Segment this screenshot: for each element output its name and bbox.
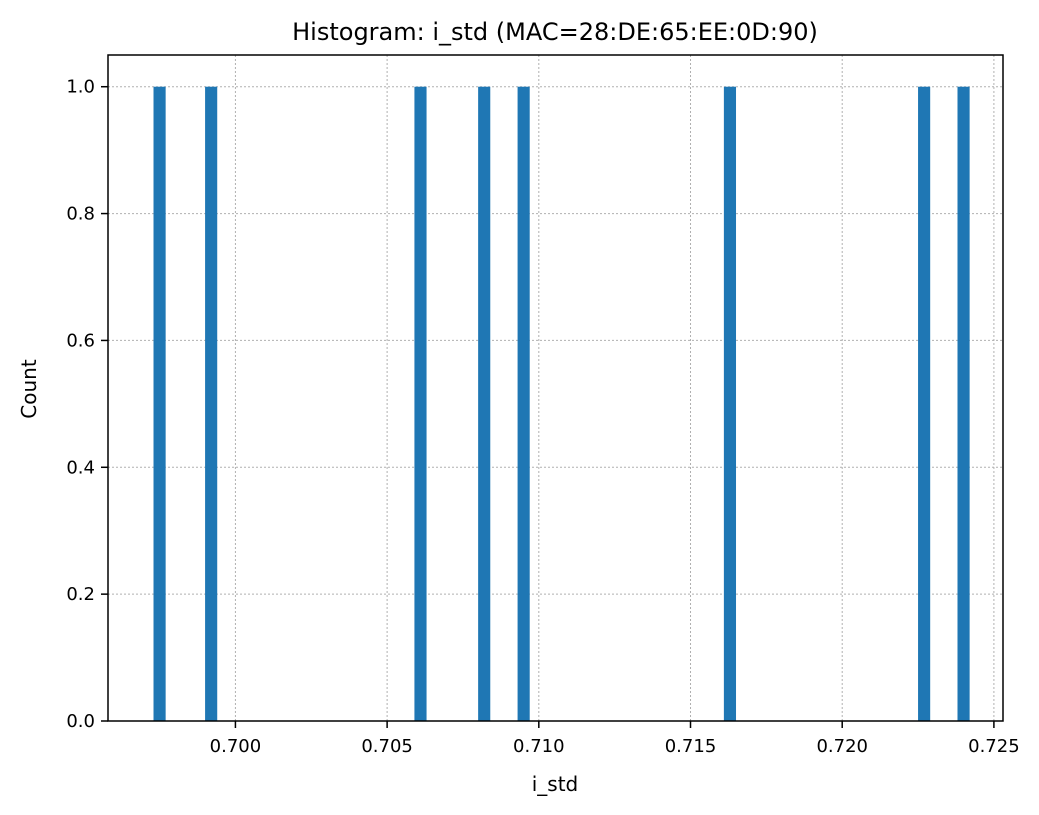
x-tick-label: 0.725 bbox=[968, 736, 1020, 757]
x-axis-ticks: 0.700 0.705 0.710 0.715 0.720 0.725 bbox=[210, 721, 1020, 757]
histogram-bar bbox=[723, 86, 737, 721]
y-axis-ticks: 0.0 0.2 0.4 0.6 0.8 1.0 bbox=[66, 77, 108, 732]
x-tick-label: 0.720 bbox=[816, 736, 868, 757]
y-tick-label: 0.8 bbox=[66, 204, 95, 225]
x-tick-label: 0.705 bbox=[361, 736, 413, 757]
histogram-bar bbox=[918, 86, 931, 721]
y-axis-label: Count bbox=[17, 359, 41, 419]
x-tick-label: 0.710 bbox=[513, 736, 565, 757]
histogram-bar bbox=[478, 86, 491, 721]
histogram-bar bbox=[153, 86, 166, 721]
plot-area-frame bbox=[107, 54, 1004, 722]
histogram-bar bbox=[517, 86, 530, 721]
x-tick-label: 0.715 bbox=[665, 736, 717, 757]
y-tick-label: 0.4 bbox=[66, 457, 95, 478]
y-tick-label: 0.0 bbox=[66, 711, 95, 732]
x-tick-label: 0.700 bbox=[210, 736, 262, 757]
histogram-bar bbox=[957, 86, 970, 721]
y-tick-label: 0.6 bbox=[66, 330, 95, 351]
histogram-bars bbox=[153, 86, 970, 721]
grid-lines bbox=[108, 55, 1003, 722]
y-tick-label: 0.2 bbox=[66, 584, 95, 605]
y-tick-label: 1.0 bbox=[66, 77, 95, 98]
chart-title: Histogram: i_std (MAC=28:DE:65:EE:0D:90) bbox=[292, 18, 818, 46]
histogram-bar bbox=[205, 86, 218, 721]
x-axis-label: i_std bbox=[532, 772, 579, 796]
histogram-bar bbox=[414, 86, 427, 721]
